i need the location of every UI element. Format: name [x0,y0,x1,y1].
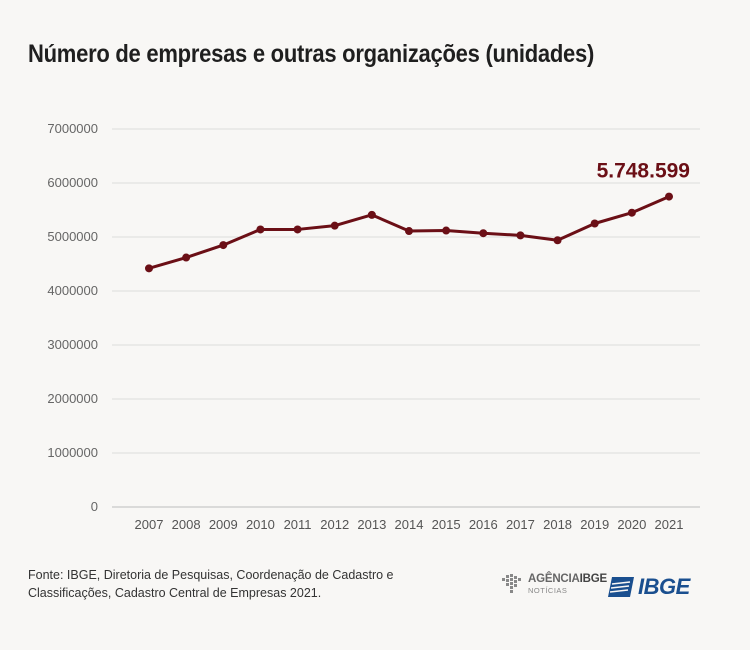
grid-lines [112,128,700,508]
chart-title: Número de empresas e outras organizações… [28,40,595,68]
source-line-2: Classificações, Cadastro Central de Empr… [28,586,322,600]
x-axis-ticks: 2007 2008 2009 2010 2011 2012 2013 2014 2015 2016… [135,517,684,532]
data-point [590,219,599,228]
x-tick-label: 2010 [246,517,275,532]
y-tick-label: 6000000 [47,175,98,190]
data-point [293,225,302,234]
data-point [145,264,153,273]
x-tick-label: 2015 [432,517,461,532]
agencia-mark-icon [502,574,521,593]
y-tick-label: 1000000 [47,445,98,460]
agencia-ibge-logo: AGÊNCIAIBGE NOTÍCIAS [502,573,608,595]
x-tick-label: 2018 [543,517,572,532]
x-tick-label: 2008 [172,517,201,532]
data-point [330,221,339,230]
data-point [516,231,525,240]
ibge-logo: IBGE [608,574,690,600]
x-tick-label: 2017 [506,517,535,532]
x-tick-label: 2007 [135,517,164,532]
data-point [219,241,228,250]
ibge-mark-icon [608,577,634,597]
data-point [256,225,265,234]
source-line-1: Fonte: IBGE, Diretoria de Pesquisas, Coo… [28,568,394,582]
x-tick-label: 2013 [357,517,386,532]
data-point [367,210,376,219]
data-point [442,226,451,235]
x-tick-label: 2009 [209,517,238,532]
agencia-sub: NOTÍCIAS [528,585,568,595]
data-point [627,208,636,217]
agencia-word: AGÊNCIA [528,573,580,585]
data-point [665,192,673,201]
x-tick-label: 2011 [284,517,312,532]
y-tick-label: 7000000 [47,121,98,136]
agencia-ibge-word: IBGE [579,573,608,585]
line-chart: 0 1000000 2000000 3000000 4000000 5000000 6000… [47,121,700,532]
data-point [405,227,413,236]
x-tick-label: 2021 [655,517,684,532]
data-point [479,229,488,238]
y-tick-label: 2000000 [47,391,98,406]
y-tick-label: 3000000 [47,337,98,352]
data-points [145,192,673,273]
x-tick-label: 2020 [617,517,646,532]
ibge-wordmark: IBGE [638,574,690,599]
y-tick-label: 0 [91,499,98,514]
y-tick-label: 4000000 [47,283,98,298]
y-axis-ticks: 0 1000000 2000000 3000000 4000000 5000000 6000… [47,121,98,514]
data-point [553,236,562,245]
x-tick-label: 2016 [469,517,498,532]
source-note: Fonte: IBGE, Diretoria de Pesquisas, Coo… [28,566,408,602]
x-tick-label: 2019 [580,517,609,532]
highlight-label: 5.748.599 [597,160,690,183]
x-tick-label: 2014 [395,517,424,532]
data-point [182,253,191,262]
y-tick-label: 5000000 [47,229,98,244]
x-tick-label: 2012 [320,517,349,532]
